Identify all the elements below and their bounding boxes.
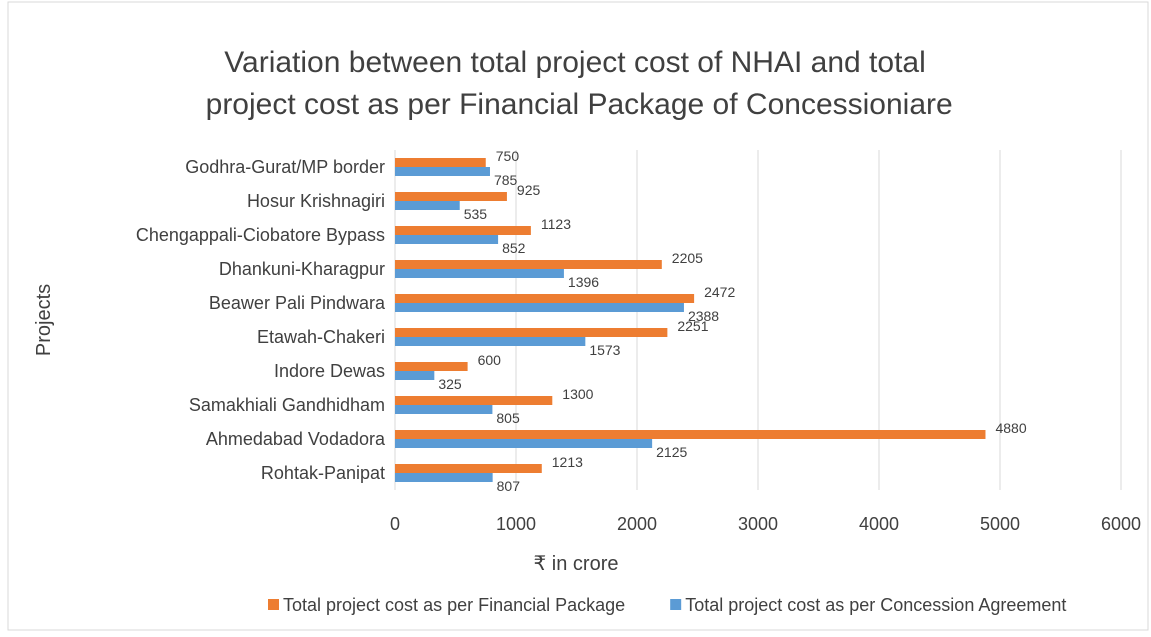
y-tick-label: Beawer Pali Pindwara (209, 293, 386, 313)
y-axis-label: Projects (33, 284, 55, 356)
bar (395, 405, 493, 414)
bar (395, 328, 668, 337)
data-label: 805 (496, 410, 520, 426)
y-tick-label: Etawah-Chakeri (257, 327, 385, 347)
y-tick-label: Samakhiali Gandhidham (189, 395, 385, 415)
bar (395, 226, 531, 235)
y-tick-label: Indore Dewas (274, 361, 385, 381)
bar (395, 396, 553, 405)
bar (395, 269, 564, 278)
y-tick-label: Chengappali-Ciobatore Bypass (136, 225, 385, 245)
bar (395, 260, 662, 269)
chart-border (7, 1, 1149, 631)
data-label: 807 (497, 478, 521, 494)
data-label: 925 (517, 182, 541, 198)
y-tick-label: Dhankuni-Kharagpur (219, 259, 385, 279)
legend-label: Total project cost as per Concession Agr… (685, 595, 1066, 615)
data-label: 1396 (568, 274, 599, 290)
bar (395, 235, 499, 244)
data-label: 535 (464, 206, 488, 222)
data-label: 1123 (541, 216, 571, 232)
data-label: 785 (494, 172, 518, 188)
y-tick-label: Godhra-Gurat/MP border (185, 157, 385, 177)
y-tick-label: Rohtak-Panipat (261, 463, 385, 483)
bar (395, 192, 507, 201)
bar (395, 158, 486, 167)
data-label: 852 (502, 240, 526, 256)
bar (395, 337, 586, 346)
bar (395, 201, 460, 210)
x-tick-label: 6000 (1101, 514, 1141, 534)
x-tick-label: 3000 (738, 514, 778, 534)
data-label: 1213 (552, 454, 583, 470)
bar (395, 439, 653, 448)
bar (395, 371, 435, 380)
legend-swatch (670, 599, 682, 610)
data-label: 1573 (589, 342, 620, 358)
bar (395, 473, 493, 482)
bar (395, 303, 684, 312)
data-label: 2251 (677, 318, 708, 334)
data-label: 2125 (656, 444, 687, 460)
chart-title: Variation between total project cost of … (197, 46, 952, 121)
x-tick-label: 1000 (496, 514, 536, 534)
x-tick-label: 0 (390, 514, 400, 534)
bar (395, 294, 695, 303)
bar (395, 430, 986, 439)
legend-swatch (268, 599, 279, 610)
data-label: 750 (496, 148, 520, 164)
legend-label: Total project cost as per Financial Pack… (283, 595, 625, 615)
bar (395, 167, 490, 176)
data-label: 325 (438, 376, 462, 392)
y-tick-label: Hosur Krishnagiri (247, 191, 385, 211)
data-label: 4880 (995, 420, 1026, 436)
y-tick-label: Ahmedabad Vodadora (206, 429, 386, 449)
data-label: 2205 (672, 250, 703, 266)
data-label: 2472 (704, 284, 735, 300)
data-label: 1300 (562, 386, 593, 402)
x-tick-label: 5000 (980, 514, 1020, 534)
x-tick-label: 4000 (859, 514, 899, 534)
bar (395, 362, 468, 371)
data-label: 2388 (688, 308, 719, 324)
x-axis-label: ₹ in crore (534, 553, 619, 575)
data-label: 600 (478, 352, 502, 368)
x-tick-label: 2000 (617, 514, 657, 534)
bar (395, 464, 542, 473)
